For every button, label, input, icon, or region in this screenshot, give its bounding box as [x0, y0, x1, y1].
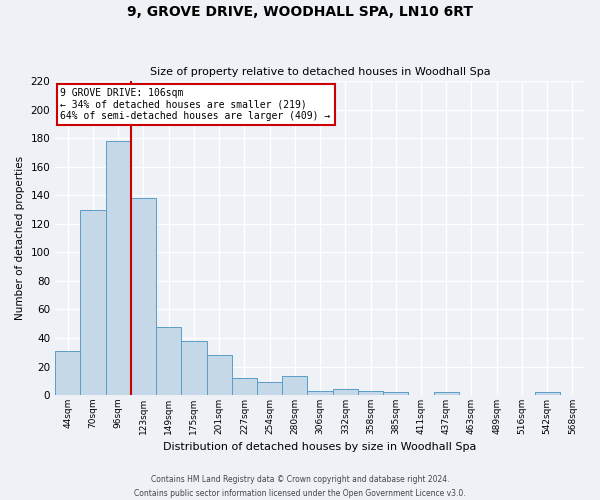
Bar — [257, 382, 282, 395]
Bar — [383, 392, 409, 395]
Bar — [232, 378, 257, 395]
Bar — [55, 351, 80, 395]
Bar — [181, 341, 206, 395]
Bar — [106, 142, 131, 395]
Text: 9, GROVE DRIVE, WOODHALL SPA, LN10 6RT: 9, GROVE DRIVE, WOODHALL SPA, LN10 6RT — [127, 5, 473, 19]
Bar — [332, 390, 358, 395]
Y-axis label: Number of detached properties: Number of detached properties — [15, 156, 25, 320]
X-axis label: Distribution of detached houses by size in Woodhall Spa: Distribution of detached houses by size … — [163, 442, 477, 452]
Bar — [434, 392, 459, 395]
Text: 9 GROVE DRIVE: 106sqm
← 34% of detached houses are smaller (219)
64% of semi-det: 9 GROVE DRIVE: 106sqm ← 34% of detached … — [61, 88, 331, 121]
Bar — [535, 392, 560, 395]
Bar — [131, 198, 156, 395]
Bar — [358, 390, 383, 395]
Bar — [206, 355, 232, 395]
Title: Size of property relative to detached houses in Woodhall Spa: Size of property relative to detached ho… — [150, 66, 490, 76]
Text: Contains HM Land Registry data © Crown copyright and database right 2024.
Contai: Contains HM Land Registry data © Crown c… — [134, 476, 466, 498]
Bar — [307, 390, 332, 395]
Bar — [80, 210, 106, 395]
Bar — [156, 326, 181, 395]
Bar — [282, 376, 307, 395]
